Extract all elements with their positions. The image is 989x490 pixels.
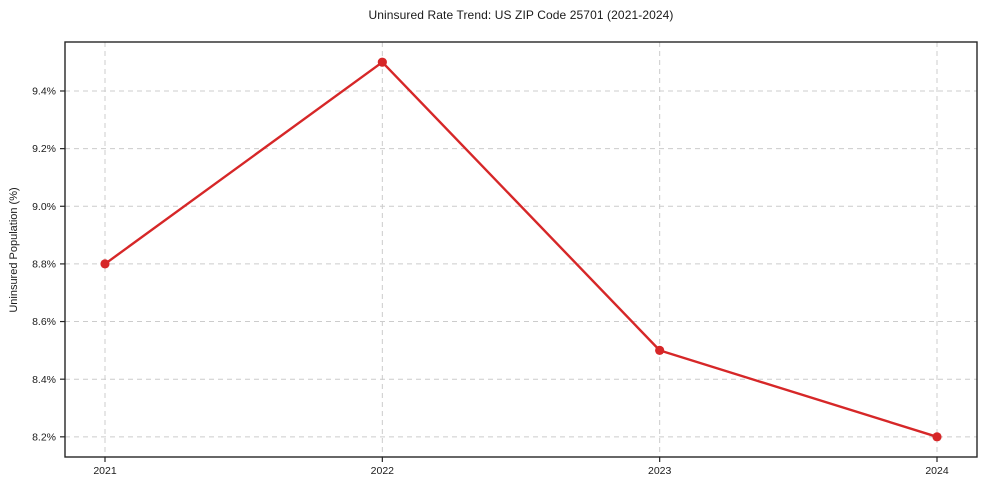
plot-border — [64, 41, 978, 458]
data-point-2023 — [655, 345, 665, 355]
y-tick-label: 9.4% — [32, 86, 56, 98]
trend-line — [103, 60, 939, 439]
y-tick-label: 9.2% — [32, 143, 56, 155]
y-tick-label: 8.6% — [32, 316, 56, 328]
x-tick-label: 2024 — [925, 465, 949, 477]
data-point-2021 — [100, 259, 110, 269]
y-tick-label: 8.2% — [32, 431, 56, 443]
x-tick-label: 2023 — [648, 465, 672, 477]
y-tick-label: 8.4% — [32, 374, 56, 386]
y-tick-label: 8.8% — [32, 258, 56, 270]
x-tick-label: 2021 — [93, 465, 117, 477]
y-tick-label: 9.0% — [32, 201, 56, 213]
x-tick-label: 2022 — [371, 465, 395, 477]
chart-title: Uninsured Rate Trend: US ZIP Code 25701 … — [368, 8, 674, 22]
data-point-2022 — [377, 57, 387, 67]
data-point-2024 — [932, 432, 942, 442]
